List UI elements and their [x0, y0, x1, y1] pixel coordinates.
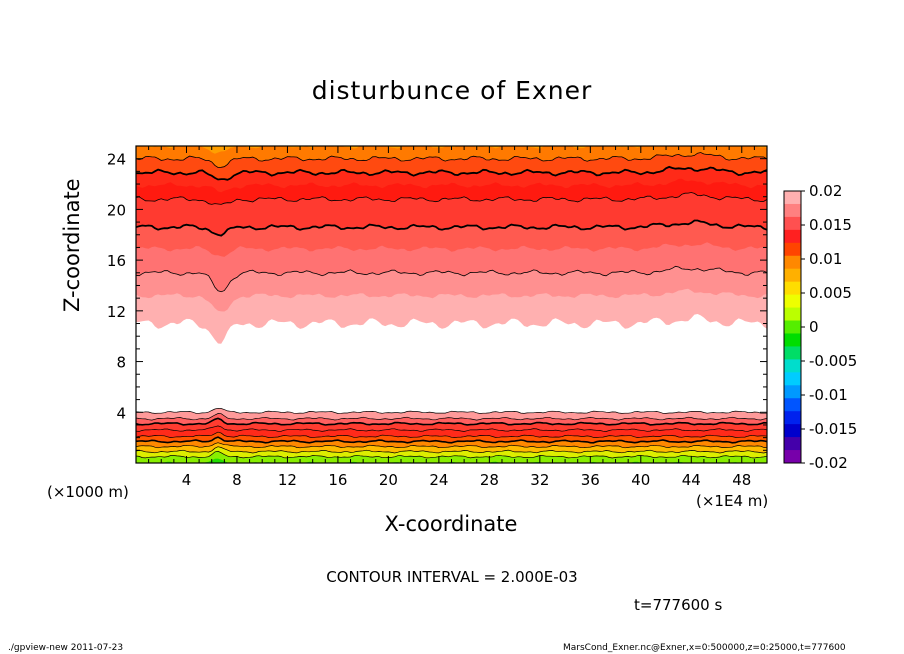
colorbar-swatch — [784, 333, 801, 347]
contour-line — [136, 152, 767, 168]
y-tick-label: 20 — [107, 201, 126, 219]
contour-line — [136, 413, 767, 421]
y-tick-label: 24 — [107, 151, 126, 169]
colorbar-swatch — [784, 191, 801, 205]
colorbar-tick-label: 0.01 — [809, 250, 842, 268]
colorbar-tick-label: -0.015 — [809, 420, 857, 438]
x-tick-label: 16 — [328, 471, 347, 489]
contour-line — [136, 450, 767, 459]
colorbar-swatch — [784, 216, 801, 231]
y-tick-label: 4 — [116, 404, 126, 422]
x-tick-label: 44 — [682, 471, 701, 489]
colorbar-tick-label: -0.01 — [809, 386, 848, 404]
time-label: t=777600 s — [634, 596, 723, 614]
contour-interval: CONTOUR INTERVAL = 2.000E-03 — [326, 568, 578, 586]
colorbar-swatch — [784, 307, 801, 322]
x-tick-label: 32 — [530, 471, 549, 489]
colorbar-swatch — [784, 255, 801, 270]
colorbar-swatch — [784, 229, 801, 244]
contour-band — [136, 146, 767, 168]
contour-line — [136, 192, 767, 205]
contour-line — [136, 165, 767, 181]
y-axis: 4 8 12 16 20 24 — [107, 151, 767, 451]
colorbar-swatch — [784, 242, 801, 257]
colorbar-swatch — [784, 294, 801, 309]
x-tick-label: 20 — [379, 471, 398, 489]
contour-line — [136, 431, 767, 439]
colorbar-swatch — [784, 398, 801, 412]
colorbar-swatch — [784, 450, 801, 464]
colorbar-swatch — [784, 268, 801, 283]
contour-line — [136, 436, 767, 444]
y-unit-label: (×1000 m) — [47, 483, 129, 501]
colorbar-swatch — [784, 320, 801, 334]
contour-line — [136, 407, 767, 414]
x-axis-label: X-coordinate — [384, 512, 518, 536]
colorbar-swatch — [784, 424, 801, 438]
contour-line — [136, 219, 767, 237]
x-tick-label: 48 — [732, 471, 751, 489]
contour-line — [136, 446, 767, 454]
x-tick-label: 40 — [631, 471, 650, 489]
colorbar-swatch — [784, 203, 801, 218]
contour-line — [136, 265, 767, 293]
colorbar-swatch — [784, 437, 801, 451]
footer-right: MarsCond_Exner.nc@Exner,x=0:500000,z=0:2… — [563, 643, 846, 653]
y-tick-label: 12 — [107, 303, 126, 321]
y-axis-label: Z-coordinate — [60, 178, 84, 312]
colorbar-tick-label: 0 — [809, 318, 819, 336]
contour-line — [136, 442, 767, 449]
x-tick-label: 4 — [182, 471, 192, 489]
colorbar-swatch — [784, 359, 801, 373]
colorbar-swatch — [784, 372, 801, 386]
chart-title: disturbunce of Exner — [311, 76, 593, 105]
x-axis: 4 8 12 16 20 24 28 32 36 40 44 48 — [148, 146, 755, 489]
colorbar-swatch — [784, 281, 801, 296]
x-unit-label: (×1E4 m) — [696, 492, 769, 510]
footer-left: ./gpview-new 2011-07-23 — [8, 643, 124, 653]
colorbar-tick-label: 0.015 — [809, 216, 852, 234]
colorbar-tick-label: 0.005 — [809, 284, 852, 302]
contour-lines — [136, 152, 767, 459]
x-tick-label: 28 — [480, 471, 499, 489]
y-tick-label: 16 — [107, 252, 126, 270]
x-tick-label: 24 — [429, 471, 448, 489]
x-tick-label: 8 — [232, 471, 242, 489]
colorbar-tick-label: 0.02 — [809, 182, 842, 200]
contour-fills — [136, 146, 767, 463]
colorbar-tick-label: -0.005 — [809, 352, 857, 370]
y-tick-label: 8 — [116, 354, 126, 372]
contour-line — [136, 425, 767, 432]
x-tick-label: 36 — [581, 471, 600, 489]
colorbar-swatch — [784, 411, 801, 425]
x-tick-label: 12 — [278, 471, 297, 489]
colorbar-swatch — [784, 346, 801, 360]
colorbar-swatch — [784, 385, 801, 399]
contour-line — [136, 417, 767, 426]
colorbar-tick-label: -0.02 — [809, 454, 848, 472]
colorbar: 0.02 0.015 0.01 0.005 0 -0.005 -0.01 -0.015 -0.0… — [783, 182, 857, 472]
contour-band — [136, 451, 767, 463]
